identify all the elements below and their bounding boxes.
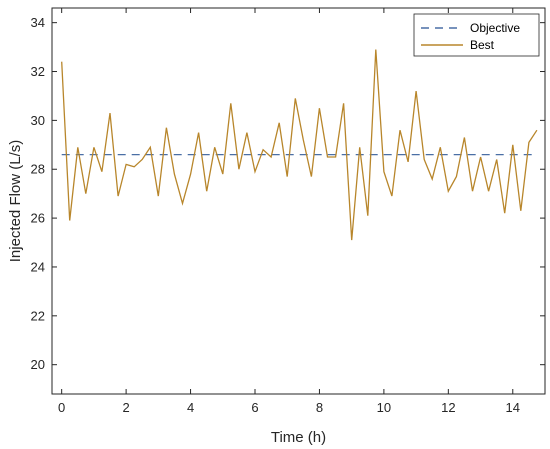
series-layer xyxy=(61,49,538,241)
series-line-best xyxy=(61,49,538,241)
plot-area xyxy=(52,8,545,394)
x-tick-label: 4 xyxy=(187,400,194,415)
y-tick-label: 20 xyxy=(31,357,45,372)
y-tick-label: 24 xyxy=(31,259,45,274)
x-tick-label: 12 xyxy=(441,400,455,415)
x-tick-label: 8 xyxy=(316,400,323,415)
x-tick-label: 0 xyxy=(58,400,65,415)
legend-box xyxy=(413,13,540,57)
x-tick-label: 14 xyxy=(506,400,520,415)
y-tick-label: 22 xyxy=(31,308,45,323)
axes-box xyxy=(51,7,546,395)
legend-label-objective: Objective xyxy=(470,21,520,35)
y-tick-label: 28 xyxy=(31,162,45,177)
x-tick-label: 6 xyxy=(251,400,258,415)
y-tick-label: 26 xyxy=(31,211,45,226)
x-tick-label: 2 xyxy=(122,400,129,415)
y-tick-label: 34 xyxy=(31,15,45,30)
x-axis-label: Time (h) xyxy=(271,429,326,446)
x-tick-label: 10 xyxy=(377,400,391,415)
legend: Objective Best xyxy=(413,13,540,57)
y-tick-label: 30 xyxy=(31,113,45,128)
y-axis-label: Injected Flow (L/s) xyxy=(7,140,24,263)
y-tick-label: 32 xyxy=(31,64,45,79)
legend-label-best: Best xyxy=(470,38,495,52)
